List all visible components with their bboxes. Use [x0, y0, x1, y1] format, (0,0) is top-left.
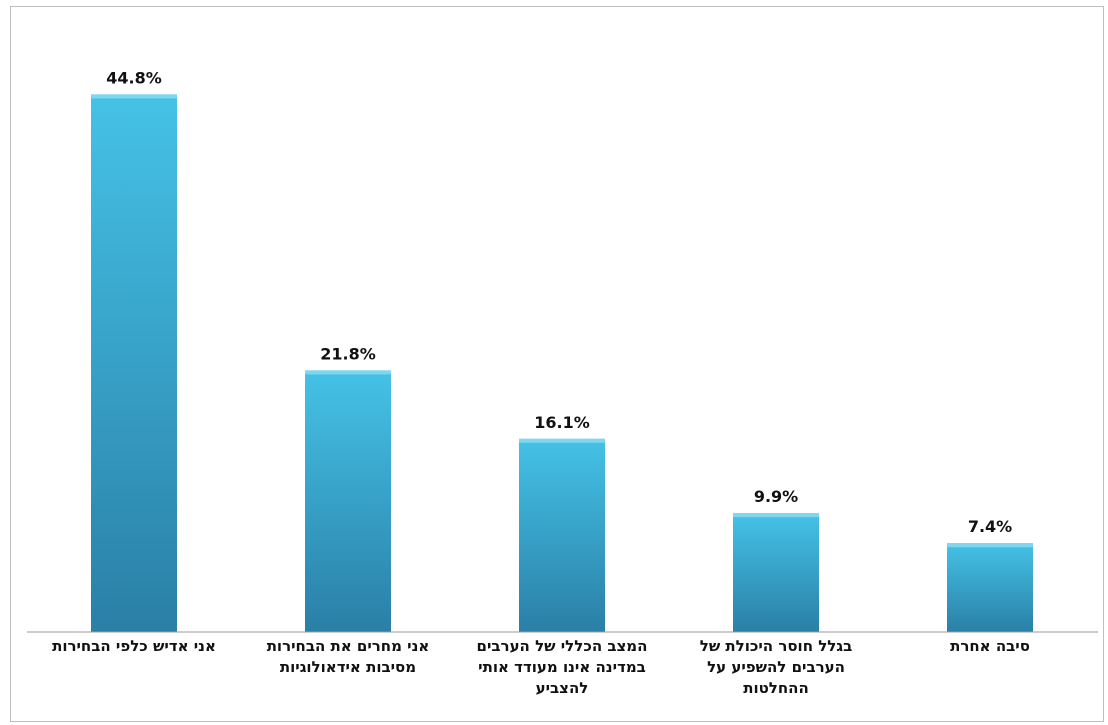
category-label: המצב הכללי של הערבים במדינה אינו מעודד א…	[476, 637, 648, 697]
data-label: 16.1%	[534, 413, 590, 432]
bar	[519, 438, 605, 632]
category-label: אני אדיש כלפי הבחירות	[52, 637, 216, 655]
bar	[305, 370, 391, 632]
bar-top-highlight	[305, 370, 391, 375]
data-label: 9.9%	[754, 487, 798, 506]
bar	[91, 94, 177, 632]
category-label: אני מחרים את הבחירות מסיבות אידאולוגיות	[266, 637, 430, 676]
bar-top-highlight	[733, 513, 819, 518]
bar	[733, 513, 819, 632]
bar-top-highlight	[91, 94, 177, 99]
data-label: 7.4%	[968, 517, 1012, 536]
bar-top-highlight	[519, 438, 605, 443]
data-label: 44.8%	[106, 68, 162, 87]
bar	[947, 543, 1033, 632]
data-label: 21.8%	[320, 344, 376, 363]
category-label: סיבה אחרת	[950, 637, 1030, 655]
bar-top-highlight	[947, 543, 1033, 548]
category-label: בגלל חוסר היכולת של הערבים להשפיע על ההח…	[699, 637, 853, 697]
